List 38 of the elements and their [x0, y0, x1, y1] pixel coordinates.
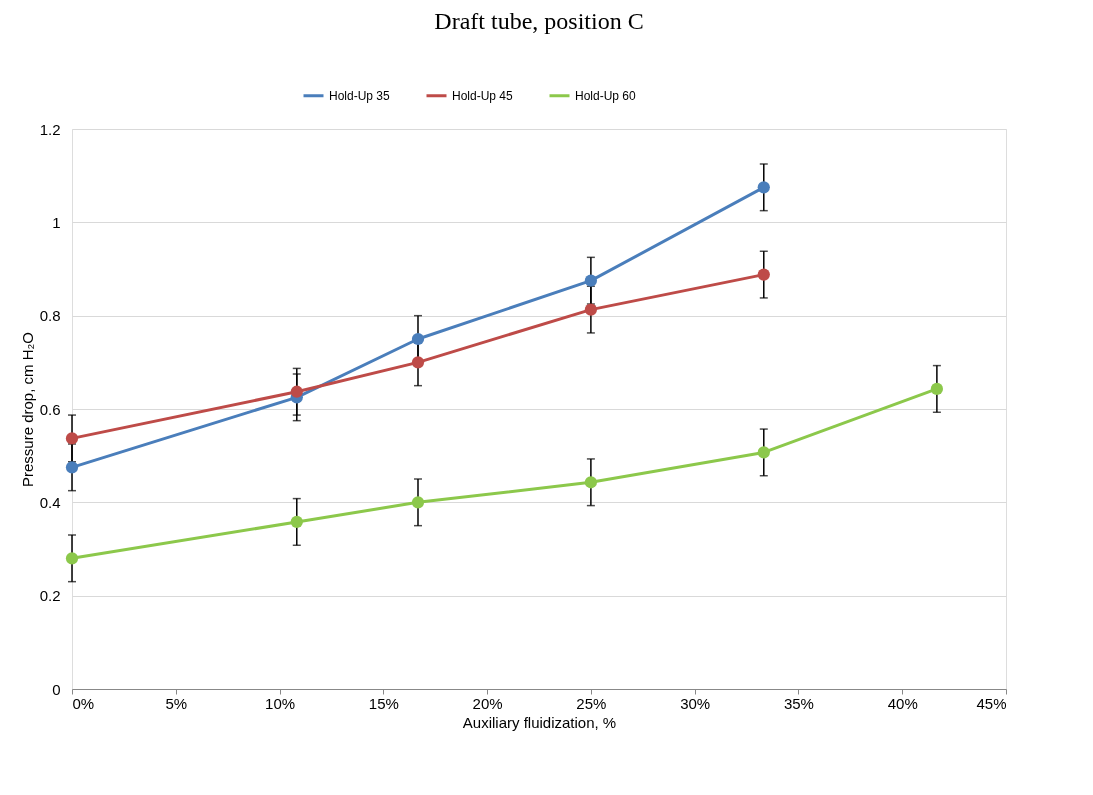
- y-tick-label: 1.2: [39, 120, 61, 138]
- point: [584, 303, 598, 316]
- x-tick-label: 25%: [576, 694, 607, 712]
- x-tick-label: 20%: [472, 694, 503, 712]
- point: [757, 181, 770, 194]
- x-tick-label: 5%: [165, 694, 188, 712]
- point: [584, 476, 598, 489]
- point: [65, 432, 79, 445]
- y-tick-label: 0.4: [39, 493, 61, 511]
- x-tick-label: 10%: [265, 694, 296, 712]
- x-tick-label: 30%: [680, 694, 711, 712]
- legend-label: Hold-Up 35: [329, 88, 391, 103]
- point: [290, 515, 303, 529]
- legend-label: Hold-Up 60: [575, 88, 637, 103]
- y-tick-label: 0.6: [39, 400, 61, 418]
- point: [65, 552, 79, 565]
- point: [411, 356, 425, 369]
- point: [290, 385, 303, 398]
- legend-label: Hold-Up 45: [452, 88, 514, 103]
- x-tick-label: 0%: [72, 694, 95, 712]
- x-tick-label: 35%: [783, 694, 814, 712]
- x-tick-label: 45%: [976, 694, 1007, 712]
- y-axis-title: Pressure drop, cm H₂O: [18, 331, 36, 488]
- y-tick-label: 1: [52, 213, 61, 231]
- y-tick-label: 0: [52, 680, 61, 698]
- point: [411, 496, 425, 509]
- point: [930, 382, 944, 396]
- point: [757, 446, 770, 459]
- y-tick-label: 0.2: [39, 587, 61, 605]
- x-tick-label: 15%: [368, 694, 399, 712]
- point: [411, 332, 425, 346]
- point: [65, 461, 79, 474]
- point: [757, 268, 770, 281]
- x-axis-title: Auxiliary fluidization, %: [462, 713, 617, 731]
- chart-title: Draft tube, position C: [434, 8, 644, 34]
- point: [584, 274, 598, 287]
- y-tick-label: 0.8: [39, 307, 61, 325]
- x-tick-label: 40%: [887, 694, 918, 712]
